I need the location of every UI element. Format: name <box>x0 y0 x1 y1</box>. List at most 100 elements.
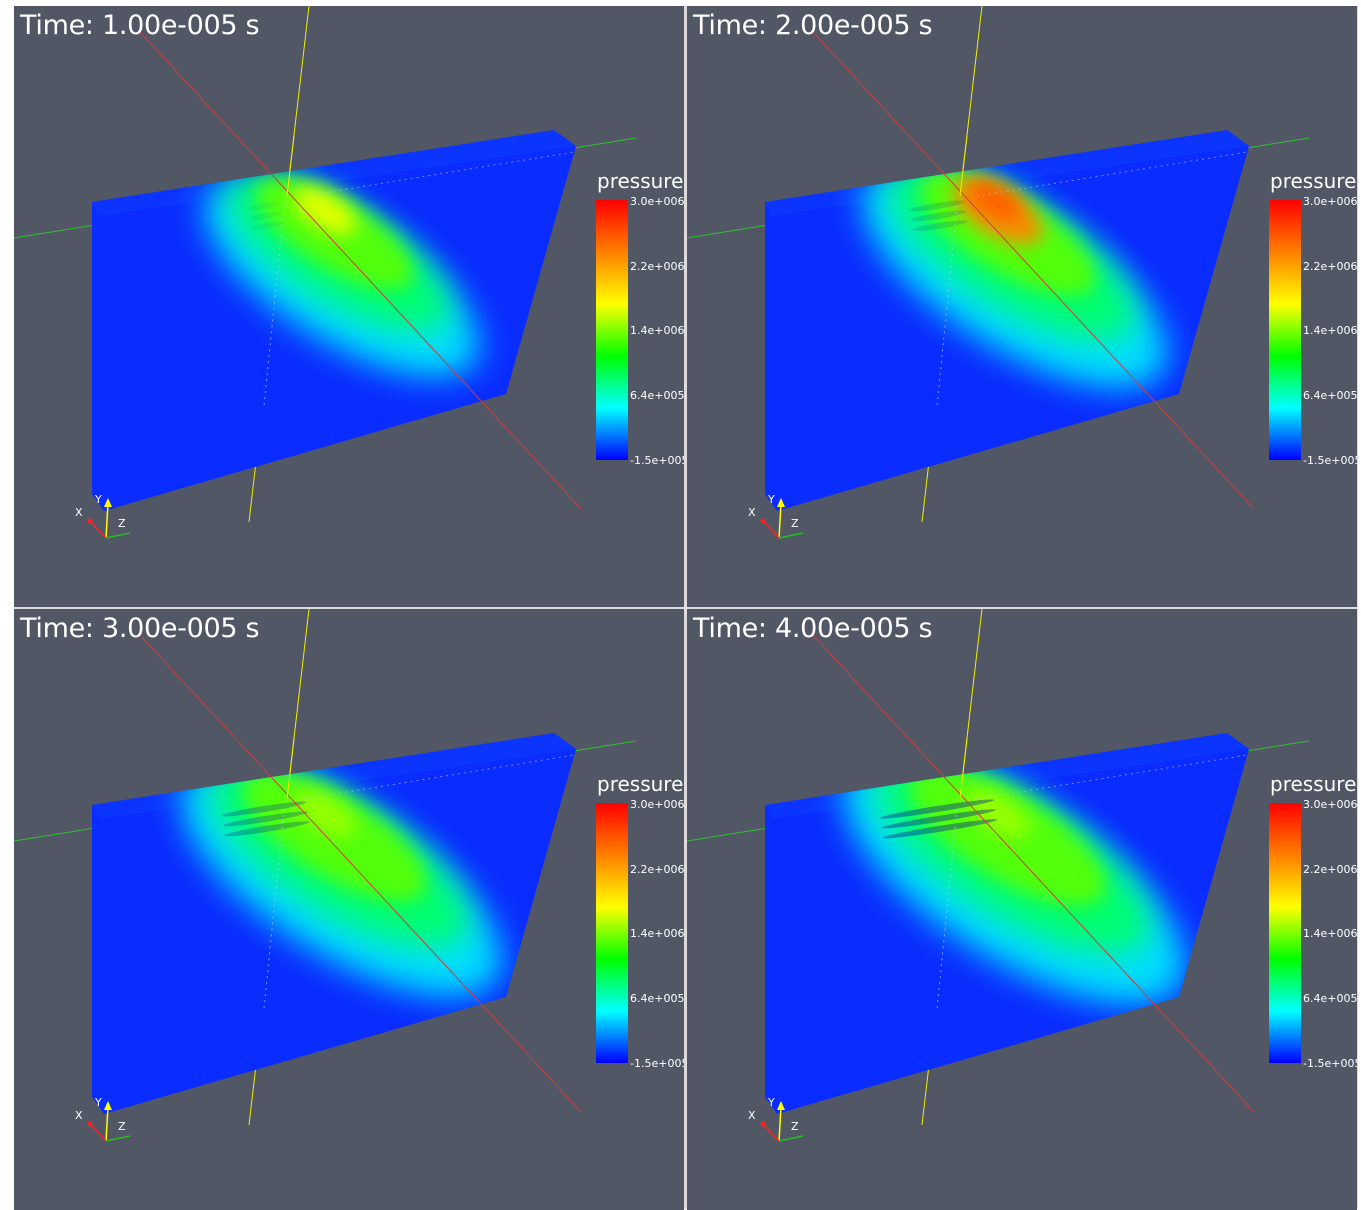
pressure-ripple <box>249 211 282 220</box>
axis-line-red <box>138 633 582 1113</box>
orientation-x-label: X <box>75 1109 83 1122</box>
y-axis-arrow <box>778 1106 782 1142</box>
pressure-field <box>181 765 503 997</box>
scalar-bar-tick: 1.4e+006 <box>630 324 684 337</box>
pressure-contour <box>966 790 1030 838</box>
pressure-contour <box>968 180 1022 220</box>
scalar-bar-title: pressure <box>1270 169 1357 193</box>
pressure-contour <box>293 187 357 235</box>
x-axis-arrow <box>89 1123 107 1142</box>
scalar-bar-tick: -1.5e+005 <box>630 1057 684 1070</box>
scalar-bar-tick: 3.0e+006 <box>1303 195 1357 208</box>
orientation-y-label: Y <box>95 1096 102 1109</box>
scalar-bar-tick: 2.2e+006 <box>1303 863 1357 876</box>
y-axis-head <box>777 1101 785 1110</box>
x-axis-arrow <box>762 1123 780 1142</box>
scalar-bar-tick: 2.2e+006 <box>630 260 684 273</box>
pressure-ripple <box>909 200 965 212</box>
time-annotation: Time: 1.00e-005 s <box>20 10 260 41</box>
time-annotation: Time: 4.00e-005 s <box>693 613 933 644</box>
scalar-bar-tick: 3.0e+006 <box>1303 798 1357 811</box>
z-axis-arrow <box>105 532 131 539</box>
axis-line-yellow-front <box>959 135 968 197</box>
scalar-bar-tick: -1.5e+005 <box>1303 1057 1357 1070</box>
scalar-bar-tick: 1.4e+006 <box>1303 927 1357 940</box>
time-annotation: Time: 3.00e-005 s <box>20 613 260 644</box>
render-view-4[interactable]: Time: 4.00e-005 s pressure 3.0e+006 2.2e… <box>687 609 1357 1210</box>
orientation-z-label: Z <box>791 517 799 530</box>
scene-canvas[interactable] <box>14 609 684 1210</box>
scalar-bar-title: pressure <box>597 169 684 193</box>
scalar-bar-tick: -1.5e+005 <box>630 454 684 467</box>
scalar-bar <box>596 803 628 1063</box>
z-axis-arrow <box>778 532 804 539</box>
scene-canvas[interactable] <box>14 6 684 607</box>
axis-line-yellow-front <box>286 135 295 197</box>
y-axis-head <box>104 498 112 507</box>
x-axis-head <box>87 518 93 524</box>
scalar-bar-title: pressure <box>1270 772 1357 796</box>
orientation-axes-icon <box>87 1101 131 1142</box>
x-axis-arrow <box>89 520 107 539</box>
scalar-bar <box>1269 803 1301 1063</box>
scalar-bar-tick: -1.5e+005 <box>1303 454 1357 467</box>
axis-line-red <box>811 633 1255 1113</box>
x-axis-head <box>87 1121 93 1127</box>
pressure-field <box>843 757 1187 1005</box>
scalar-bar-tick: 2.2e+006 <box>1303 260 1357 273</box>
scalar-bar-tick: 1.4e+006 <box>1303 324 1357 337</box>
pressure-contour <box>294 791 356 838</box>
scalar-bar-tick: 6.4e+005 <box>1303 389 1357 402</box>
pressure-ripple <box>881 809 996 829</box>
orientation-x-label: X <box>75 506 83 519</box>
orientation-z-label: Z <box>791 1120 799 1133</box>
pressure-field <box>204 175 480 378</box>
render-view-2[interactable]: Time: 2.00e-005 s pressure 3.0e+006 2.2e… <box>687 6 1357 607</box>
x-axis-head <box>760 518 766 524</box>
orientation-axes-icon <box>87 498 131 539</box>
orientation-x-label: X <box>748 1109 756 1122</box>
scalar-bar-tick: 1.4e+006 <box>630 927 684 940</box>
render-view-3[interactable]: Time: 3.00e-005 s pressure 3.0e+006 2.2e… <box>14 609 684 1210</box>
y-axis-arrow <box>105 503 109 539</box>
y-axis-arrow <box>778 503 782 539</box>
render-view-1[interactable]: Time: 1.00e-005 s pressure 3.0e+006 2.2e… <box>14 6 684 607</box>
y-axis-head <box>104 1101 112 1110</box>
z-axis-arrow <box>778 1135 804 1142</box>
axis-line-yellow-front <box>959 738 968 800</box>
orientation-axes-icon <box>760 1101 804 1142</box>
time-annotation: Time: 2.00e-005 s <box>693 10 933 41</box>
scalar-bar-tick: 2.2e+006 <box>630 863 684 876</box>
orientation-x-label: X <box>748 506 756 519</box>
scalar-bar-tick: 6.4e+005 <box>1303 992 1357 1005</box>
axis-line-red <box>138 30 582 510</box>
scalar-bar <box>596 200 628 460</box>
pressure-ripple <box>879 799 995 819</box>
pressure-ripple <box>882 819 998 839</box>
pressure-ripple <box>910 210 967 222</box>
scene-canvas[interactable] <box>687 6 1357 607</box>
z-axis-arrow <box>105 1135 131 1142</box>
orientation-axes-icon <box>760 498 804 539</box>
pressure-ripple <box>251 221 283 230</box>
scene-canvas[interactable] <box>687 609 1357 1210</box>
x-axis-head <box>760 1121 766 1127</box>
pressure-ripple <box>224 821 310 837</box>
scalar-bar <box>1269 200 1301 460</box>
view-grid: Time: 1.00e-005 s pressure 3.0e+006 2.2e… <box>14 6 1358 1210</box>
y-axis-arrow <box>105 1106 109 1142</box>
scalar-bar-tick: 3.0e+006 <box>630 798 684 811</box>
axis-line-yellow-front <box>286 738 295 800</box>
scalar-bar-title: pressure <box>597 772 684 796</box>
x-axis-arrow <box>762 520 780 539</box>
pressure-ripple <box>221 801 307 817</box>
orientation-z-label: Z <box>118 517 126 530</box>
orientation-y-label: Y <box>768 493 775 506</box>
pressure-ripple <box>912 220 968 232</box>
axis-line-red <box>811 30 1255 510</box>
scalar-bar-tick: 3.0e+006 <box>630 195 684 208</box>
pressure-ripple <box>223 811 309 827</box>
pressure-ripple <box>248 202 280 210</box>
orientation-y-label: Y <box>768 1096 775 1109</box>
orientation-y-label: Y <box>95 493 102 506</box>
